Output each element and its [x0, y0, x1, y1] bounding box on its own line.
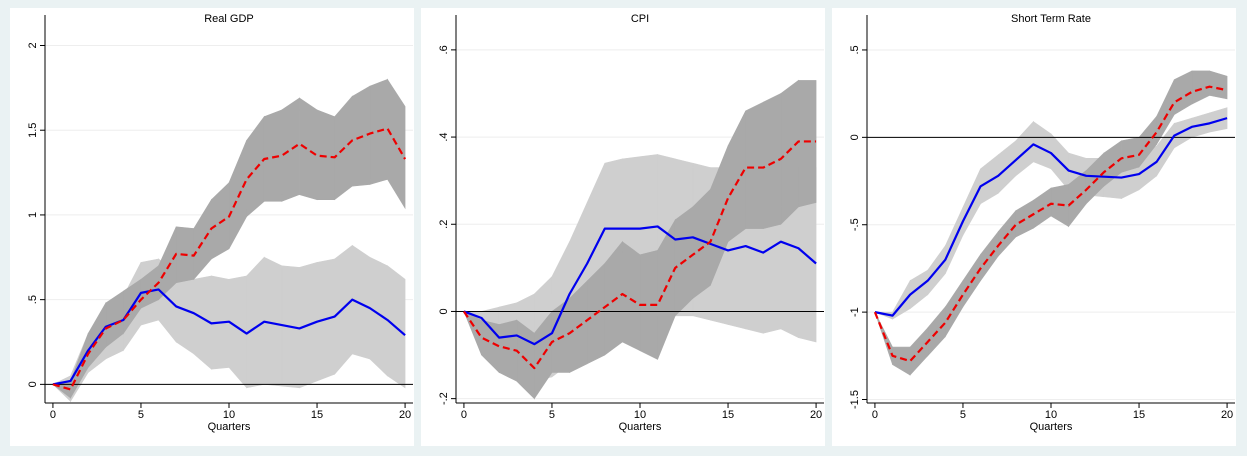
confidence-band — [299, 97, 318, 201]
x-tick-label: 0 — [872, 409, 878, 421]
x-axis-label: Quarters — [208, 421, 251, 433]
x-tick-label: 15 — [1133, 409, 1145, 421]
panel-title: Real GDP — [204, 13, 254, 25]
y-tick-label: -1.5 — [849, 390, 861, 409]
line-series — [52, 288, 406, 386]
y-tick-label: .6 — [438, 45, 450, 54]
x-tick-label: 0 — [50, 409, 56, 421]
panel: CPI -.2 0 .2 .4 .6 0 5 10 15 20 Quarters — [421, 8, 825, 446]
confidence-band — [762, 92, 782, 230]
confidence-band — [745, 101, 764, 229]
confidence-band — [798, 80, 817, 208]
confidence-band — [281, 97, 300, 202]
line-series — [463, 225, 817, 346]
y-tick-label: 2 — [27, 42, 39, 48]
y-tick-label: 0 — [27, 381, 39, 387]
x-tick-label: 10 — [1045, 409, 1057, 421]
x-tick-label: 20 — [1221, 409, 1233, 421]
panel-title: Short Term Rate — [1011, 13, 1091, 25]
confidence-band — [334, 244, 353, 376]
x-tick-label: 20 — [399, 409, 411, 421]
line-series — [874, 117, 1228, 317]
x-tick-label: 5 — [138, 409, 144, 421]
x-axis-label: Quarters — [619, 421, 662, 433]
x-tick-label: 20 — [810, 409, 822, 421]
y-tick-label: 0 — [438, 308, 450, 314]
x-tick-label: 10 — [634, 409, 646, 421]
y-tick-label: 0 — [849, 134, 861, 140]
x-tick-label: 15 — [722, 409, 734, 421]
x-tick-label: 0 — [461, 409, 467, 421]
confidence-band — [551, 297, 570, 373]
y-tick-label: -.5 — [849, 218, 861, 231]
panel-title: CPI — [631, 13, 649, 25]
confidence-band — [1209, 70, 1228, 100]
x-axis-label: Quarters — [1030, 421, 1073, 433]
y-tick-label: 1.5 — [27, 123, 39, 138]
confidence-band — [351, 244, 371, 360]
x-tick-label: 5 — [549, 409, 555, 421]
x-tick-label: 15 — [311, 409, 323, 421]
confidence-band — [780, 79, 799, 225]
y-tick-label: .4 — [438, 132, 450, 141]
confidence-band — [316, 109, 335, 200]
y-tick-label: 1 — [27, 212, 39, 218]
confidence-band — [1121, 136, 1140, 173]
line-series — [873, 85, 1228, 363]
line-series — [463, 140, 817, 370]
y-tick-label: .2 — [438, 220, 450, 229]
line-series — [52, 127, 407, 391]
confidence-band — [263, 109, 283, 202]
confidence-band — [369, 256, 388, 377]
x-tick-label: 5 — [960, 409, 966, 421]
y-tick-label: .5 — [849, 45, 861, 54]
y-tick-label: -.2 — [438, 392, 450, 405]
panel: Short Term Rate -1.5 -1 -.5 0 .5 0 5 10 15 20 Quart… — [832, 8, 1236, 446]
y-tick-label: -1 — [849, 307, 861, 317]
x-tick-label: 10 — [223, 409, 235, 421]
y-tick-label: .5 — [27, 295, 39, 304]
